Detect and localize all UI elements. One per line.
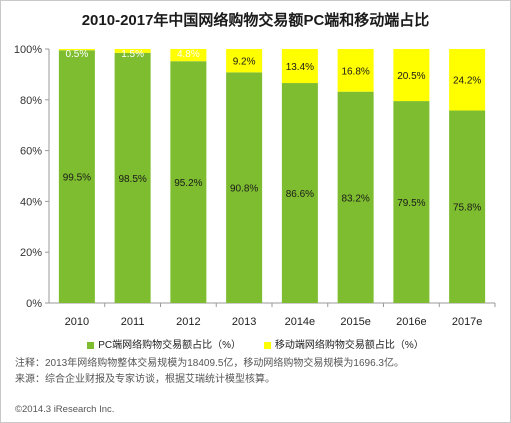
data-label-pc: 83.2% [341, 193, 369, 204]
x-tick-label: 2012 [176, 316, 200, 328]
legend-swatch-mobile [263, 342, 271, 349]
chart-title: 2010-2017年中国网络购物交易额PC端和移动端占比 [81, 12, 430, 29]
legend-swatch-pc [87, 342, 95, 349]
bar-mobile [449, 49, 486, 111]
data-label-pc: 75.8% [453, 203, 481, 214]
bar-pc [337, 91, 374, 303]
bar-pc [170, 61, 207, 303]
bar-mobile [226, 49, 263, 73]
legend-item-mobile: 移动端网络购物交易额占比（%） [263, 336, 424, 351]
data-label-pc: 95.2% [174, 178, 202, 189]
x-tick-label: 2011 [121, 316, 145, 328]
source-line: 来源：综合企业财报及专家访谈，根据艾瑞统计模型核算。 [15, 374, 275, 385]
x-tick-label: 2014e [285, 316, 316, 328]
y-tick-label: 80% [20, 95, 42, 107]
bar-mobile [170, 49, 207, 62]
bar-pc [226, 72, 263, 303]
y-tick-label: 100% [14, 44, 42, 56]
x-tick-label: 2013 [232, 316, 256, 328]
bar-pc [114, 52, 151, 304]
data-label-mobile: 24.2% [453, 76, 481, 87]
data-label-pc: 86.6% [286, 189, 314, 200]
data-label-mobile: 9.2% [233, 57, 256, 68]
bar-mobile [114, 49, 151, 53]
legend-label-pc: PC端网络购物交易额占比（%） [98, 340, 242, 351]
legend: PC端网络购物交易额占比（%） 移动端网络购物交易额占比（%） [1, 336, 510, 351]
bar-mobile [58, 49, 95, 51]
bar-pc [58, 50, 95, 303]
data-label-pc: 90.8% [230, 184, 258, 195]
data-label-mobile: 4.8% [177, 49, 200, 60]
legend-label-mobile: 移动端网络购物交易额占比（%） [274, 340, 424, 351]
data-label-mobile: 20.5% [397, 71, 425, 82]
bar-pc [281, 83, 318, 303]
y-tick-label: 60% [20, 146, 42, 158]
bar-pc [449, 110, 486, 303]
data-label-pc: 79.5% [397, 198, 425, 209]
x-tick-label: 2010 [65, 316, 89, 328]
legend-item-pc: PC端网络购物交易额占比（%） [87, 336, 241, 351]
x-tick-label: 2015e [340, 316, 371, 328]
x-tick-label: 2017e [452, 316, 483, 328]
bar-mobile [337, 49, 374, 92]
x-tick-label: 2016e [396, 316, 427, 328]
data-label-mobile: 16.8% [341, 66, 369, 77]
note-line: 注释：2013年网络购物整体交易规模为18409.5亿，移动网络购物交易规模为1… [15, 358, 404, 369]
data-label-pc: 98.5% [118, 174, 146, 185]
bar-mobile [281, 49, 318, 84]
copyright-footer: ©2014.3 iResearch Inc. [15, 404, 115, 415]
data-label-mobile: 0.5% [65, 49, 88, 60]
bar-mobile [393, 49, 430, 102]
bar-pc [393, 101, 430, 303]
data-label-pc: 99.5% [63, 173, 91, 184]
notes: 注释：2013年网络购物整体交易规模为18409.5亿，移动网络购物交易规模为1… [15, 356, 505, 388]
stacked-bar-chart: 0% 20% 40% 60% 80% 100% 99.5% 0.5% 2010 98.5% 1.5%… [14, 44, 496, 328]
data-label-mobile: 1.5% [121, 49, 144, 60]
y-tick-label: 40% [20, 196, 42, 208]
y-tick-label: 0% [26, 298, 42, 310]
data-label-mobile: 13.4% [286, 62, 314, 73]
y-tick-label: 20% [20, 247, 42, 259]
